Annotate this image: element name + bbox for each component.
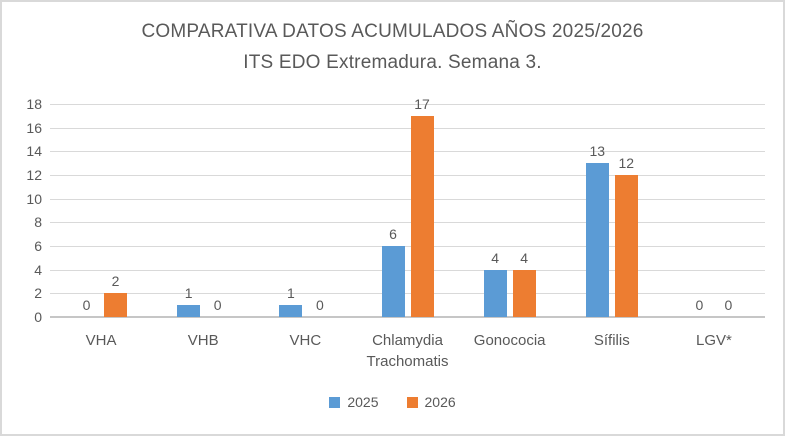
x-axis-category-label-vhb: VHB [187,332,219,349]
x-axis-line [50,316,765,318]
bar-2025-chlamydia-trachomatis [381,246,405,317]
y-axis-tick-label: 6 [34,238,42,254]
bar-value-label-2025-vha: 0 [82,297,91,313]
bar-value-label-2026-vha: 2 [111,273,120,290]
y-axis-tick-label: 16 [26,119,42,136]
chart-title: COMPARATIVA DATOS ACUMULADOS AÑOS 2025/2… [2,16,783,78]
bar-2025-s-filis [585,163,609,317]
legend-swatch-2026 [406,396,418,408]
y-axis-tick-label: 14 [26,143,42,160]
x-axis-category-label-vhc: VHC [289,332,322,349]
x-axis-category-label-lgv: LGV* [695,332,732,349]
bar-value-label-2025-lgv: 0 [695,297,704,313]
legend-item-2025: 2025 [329,394,379,410]
x-axis-category-label-chlamydia-trachomatis: Chlamydia Trachomatis [366,332,449,370]
bar-value-label-2025-vhb: 1 [184,285,193,302]
bar-2025-vhc [279,305,303,317]
y-axis-tick-label: 12 [26,167,42,183]
bar-value-label-2026-lgv: 0 [724,297,733,313]
gridline [50,198,765,200]
gridline [50,269,765,271]
bar-2026-s-filis [614,175,638,317]
x-axis-category-label-gonococia: Gonococia [473,332,546,349]
y-axis-tick-label: 4 [34,261,42,278]
y-axis-tick-label: 10 [26,190,42,207]
bar-value-label-2026-s-filis: 12 [618,155,635,171]
gridline [50,246,765,247]
bar-2026-gonococia [512,269,536,317]
bar-value-label-2026-gonococia: 4 [520,249,529,266]
legend-item-2026: 2026 [406,394,456,410]
bar-value-label-2026-vhc: 0 [315,297,324,313]
bar-value-label-2025-chlamydia-trachomatis: 6 [389,226,397,242]
bar-2026-chlamydia-trachomatis [410,115,434,317]
legend-swatch-2025 [329,396,341,408]
chart-legend: 2025 2026 [2,394,783,410]
bar-value-label-2026-vhb: 0 [213,297,222,313]
chart-title-line-1: COMPARATIVA DATOS ACUMULADOS AÑOS 2025/2… [141,21,644,42]
bar-2025-vhb [177,305,201,317]
bar-value-label-2025-s-filis: 13 [589,143,606,160]
y-axis-tick-label: 0 [34,309,42,325]
bar-value-label-2026-chlamydia-trachomatis: 17 [414,95,430,112]
y-axis-tick-label: 8 [34,214,42,231]
gridline [50,104,765,105]
chart-title-line-2: ITS EDO Extremadura. Semana 3. [243,52,542,73]
legend-label-2025: 2025 [347,394,379,410]
y-axis-tick-label: 2 [34,285,42,302]
gridline [50,151,765,153]
gridline [50,127,765,129]
bar-value-label-2025-vhc: 1 [286,285,295,302]
bar-2025-gonococia [483,269,507,317]
y-axis-tick-label: 18 [26,96,42,112]
bar-2026-vha [104,293,128,317]
x-axis-category-label-vha: VHA [85,332,117,349]
gridline [50,293,765,295]
legend-label-2026: 2026 [424,394,456,410]
gridline [50,175,765,176]
x-axis-category-label-s-filis: Sífilis [593,332,630,349]
gridline [50,222,765,224]
bar-value-label-2025-gonococia: 4 [491,249,500,266]
